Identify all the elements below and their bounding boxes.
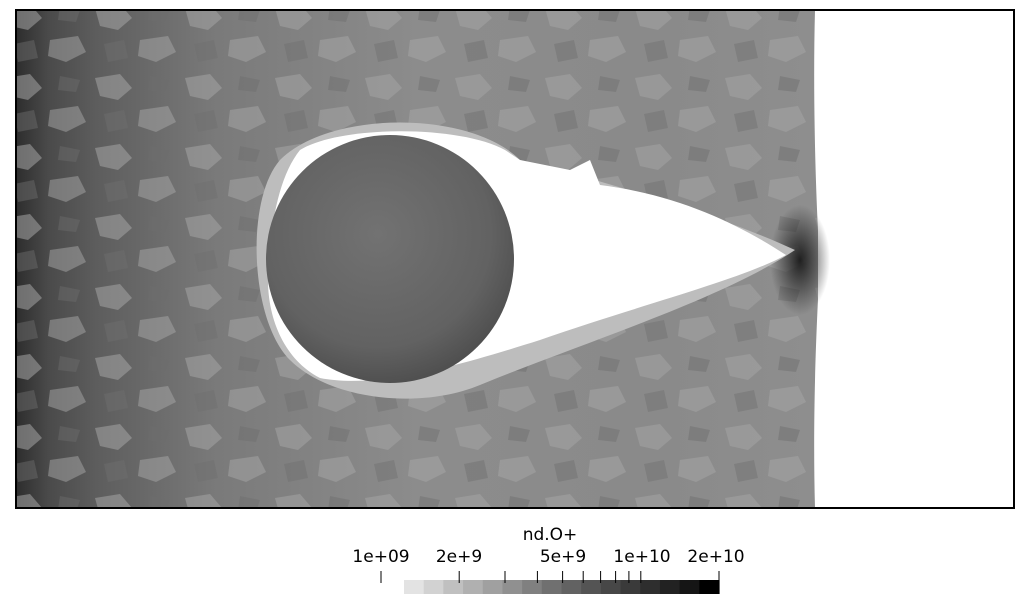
colorbar-label-1e10: 1e+10: [613, 547, 670, 567]
colorbar-swatch: [404, 580, 425, 594]
colorbar-swatch: [482, 580, 504, 594]
colorbar-ramp: [404, 580, 720, 594]
colorbar-label-1e9: 1e+09: [352, 547, 409, 567]
empty-region: [818, 10, 1014, 508]
colorbar-swatch: [620, 580, 641, 594]
domain-frame: [15, 9, 1015, 509]
colorbar-swatch: [699, 580, 720, 594]
colorbar-title: nd.O+: [523, 525, 578, 545]
wake-tip-shade: [770, 205, 830, 315]
colorbar-swatch: [423, 580, 444, 594]
colorbar: nd.O+ 1e+09 2e+9 5e+9 1e+10 2e+10: [352, 525, 745, 594]
colorbar-swatch: [581, 580, 602, 594]
colorbar-swatch: [561, 580, 582, 594]
density-field: [16, 10, 1014, 508]
colorbar-swatch: [443, 580, 464, 594]
colorbar-swatch: [640, 580, 661, 594]
colorbar-label-5e9: 5e+9: [540, 547, 586, 567]
colorbar-ticks: [380, 571, 720, 583]
colorbar-swatch: [502, 580, 523, 594]
colorbar-swatch: [522, 580, 543, 594]
colorbar-swatch: [600, 580, 622, 594]
sphere-body: [266, 135, 514, 383]
colorbar-label-2e10: 2e+10: [687, 547, 744, 567]
colorbar-label-2e9: 2e+9: [436, 547, 482, 567]
colorbar-swatch: [463, 580, 484, 594]
colorbar-swatch: [541, 580, 563, 594]
colorbar-swatch: [659, 580, 681, 594]
colorbar-swatch: [679, 580, 700, 594]
